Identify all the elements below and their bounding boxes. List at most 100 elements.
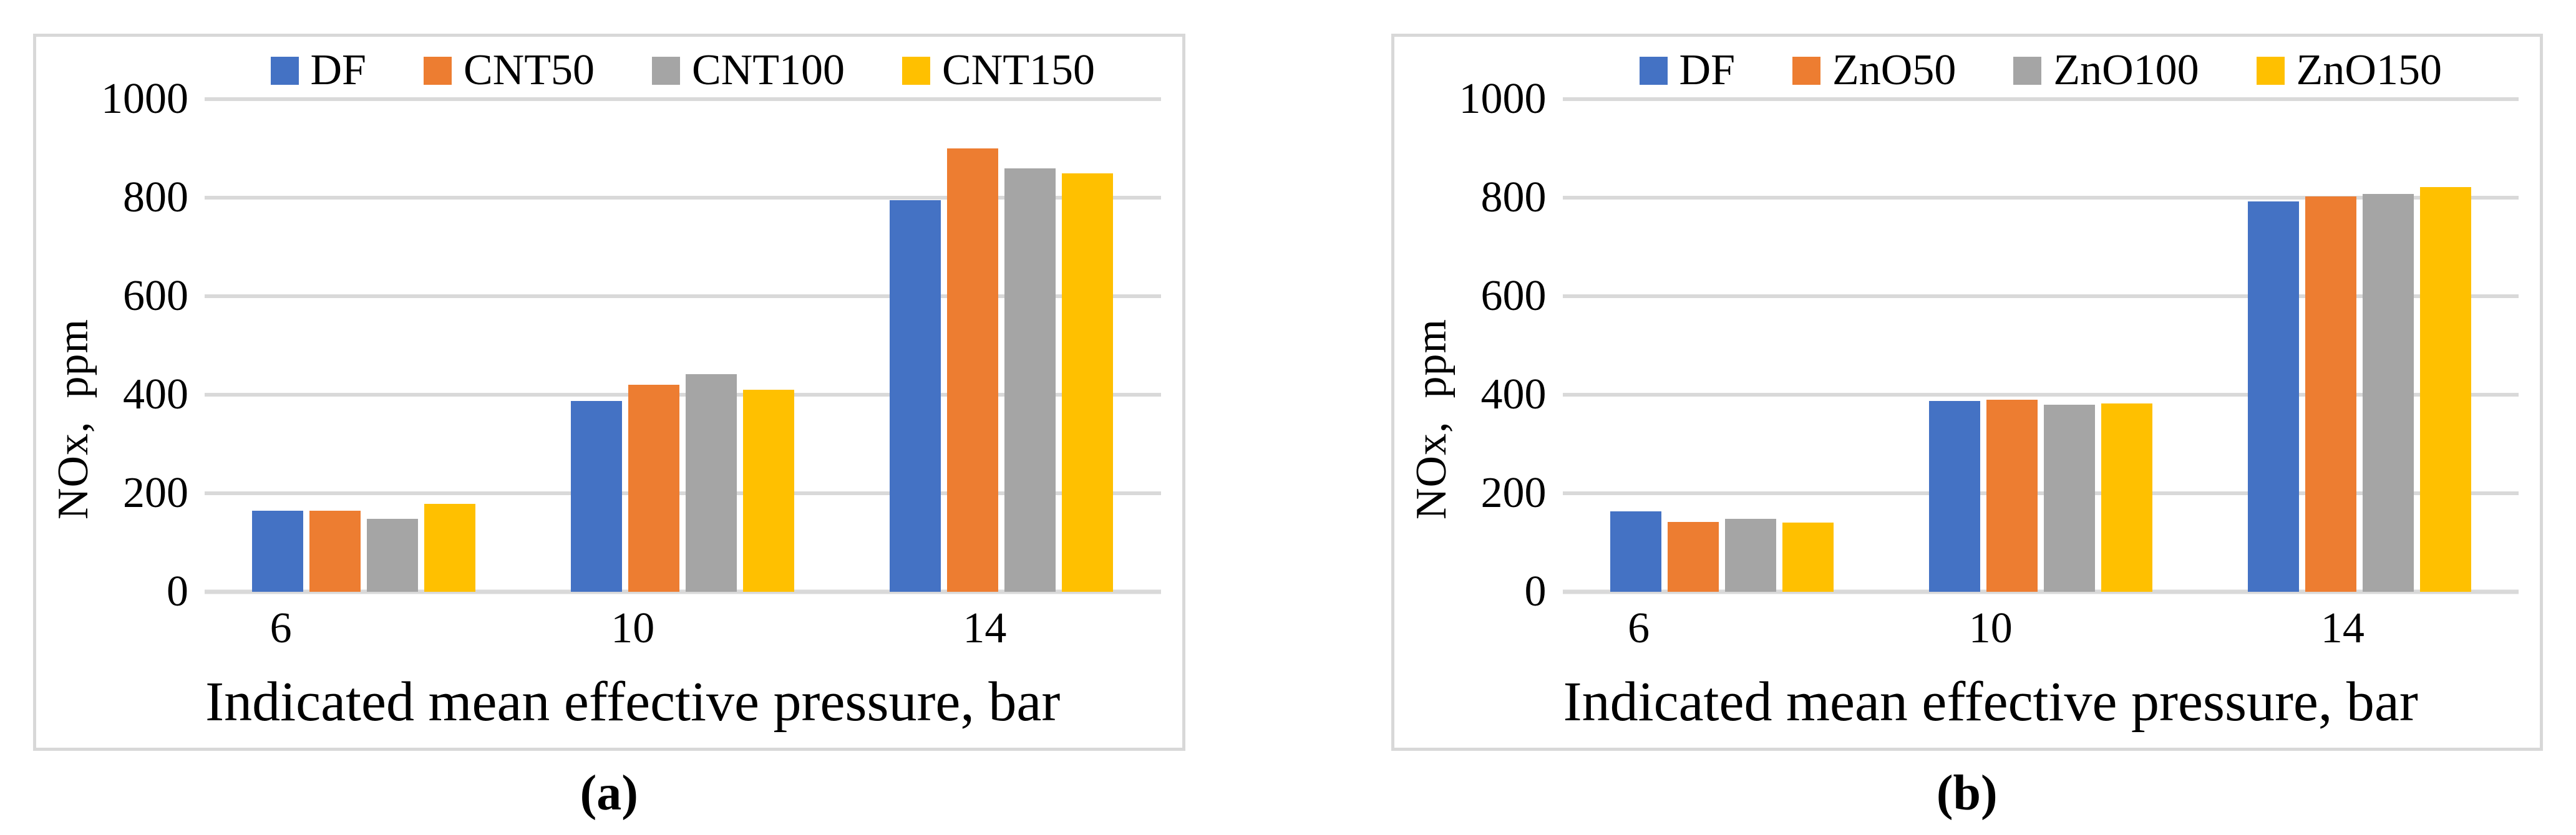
bar-ZnO100-6 — [1724, 519, 1776, 592]
legend-swatch-CNT100 — [651, 56, 680, 85]
y-tick-label-800: 800 — [123, 173, 188, 221]
y-tick-label-0: 0 — [1524, 567, 1547, 615]
legend-item-DF: DF — [1639, 46, 1736, 94]
x-tick-label-14: 14 — [2320, 604, 2365, 652]
y-tick-label-200: 200 — [1480, 469, 1547, 517]
gridline-0 — [1562, 589, 2519, 594]
bar-CNT50-14 — [947, 148, 999, 592]
legend-item-ZnO50: ZnO50 — [1792, 49, 1956, 92]
y-axis-title: NOx, ppm — [1407, 318, 1456, 520]
chart-body: NOx, ppm 0 200 400 600 800 1000 6 10 14 Indicat… — [42, 77, 1161, 739]
x-tick-cell-6: 6 — [105, 592, 457, 665]
legend-swatch-ZnO150 — [2256, 56, 2285, 85]
bar-group-6 — [205, 99, 523, 592]
gridline-1000 — [1562, 97, 2519, 101]
plot-area — [205, 97, 1161, 594]
y-axis-title-col: NOx, ppm — [1401, 99, 1463, 739]
gridline-400 — [1562, 393, 2519, 397]
legend-swatch-DF — [1639, 56, 1668, 85]
caption-a: (a) — [580, 765, 638, 821]
legend-swatch-CNT150 — [902, 56, 930, 85]
bar-CNT100-14 — [1004, 168, 1056, 592]
bar-ZnO100-14 — [2362, 193, 2414, 592]
legend-label-CNT50: CNT50 — [463, 46, 595, 94]
bar-CNT150-6 — [424, 504, 476, 592]
legend-item-CNT150: CNT150 — [902, 49, 1095, 92]
x-axis-title: Indicated mean effective pressure, bar — [205, 671, 1061, 733]
legend: DF ZnO50 ZnO100 ZnO150 — [1563, 42, 2519, 99]
plot-column: 0 200 400 600 800 1000 6 10 14 Indicated mean e… — [101, 77, 1161, 739]
legend-swatch-ZnO50 — [1792, 56, 1821, 85]
x-tick-label-14: 14 — [963, 604, 1007, 652]
legend-item-DF: DF — [270, 46, 366, 94]
y-tick-label-200: 200 — [123, 469, 188, 517]
legend-item-ZnO150: ZnO150 — [2256, 46, 2442, 94]
gridline-400 — [205, 393, 1161, 397]
gridline-800 — [1562, 196, 2519, 200]
y-tick-label-400: 400 — [1480, 370, 1547, 418]
y-tick-label-400: 400 — [123, 370, 188, 418]
bar-ZnO50-10 — [1986, 399, 2038, 592]
bar-group-14 — [842, 99, 1161, 592]
x-tick-cell-6: 6 — [1463, 592, 1815, 665]
bar-ZnO100-10 — [2043, 404, 2095, 592]
gridline-200 — [1562, 491, 2519, 495]
plot-row: 0 200 400 600 800 1000 — [101, 77, 1161, 614]
legend-label-DF: DF — [310, 46, 366, 94]
bar-CNT150-14 — [1062, 173, 1114, 592]
bar-ZnO150-6 — [1782, 523, 1834, 592]
x-tick-label-10: 10 — [1968, 604, 2013, 652]
bar-CNT50-10 — [628, 385, 680, 592]
chart-frame-a: DF CNT50 CNT100 CNT150 NOx, ppm 0 200 400 600 8… — [33, 34, 1185, 751]
y-axis-title: NOx, ppm — [49, 318, 97, 520]
legend-swatch-DF — [270, 56, 299, 85]
y-tick-label-600: 600 — [1480, 272, 1547, 320]
legend-label-ZnO50: ZnO50 — [1832, 46, 1956, 94]
bar-CNT150-10 — [743, 390, 795, 592]
y-tick-label-0: 0 — [167, 567, 188, 615]
legend-item-ZnO100: ZnO100 — [2013, 49, 2199, 92]
bar-ZnO50-6 — [1667, 521, 1719, 592]
bar-CNT100-10 — [686, 374, 737, 592]
chart-frame-b: DF ZnO50 ZnO100 ZnO150 NOx, ppm 0 200 400 600 8… — [1391, 34, 2543, 751]
x-tick-label-6: 6 — [270, 604, 292, 652]
bar-ZnO150-10 — [2101, 403, 2152, 592]
legend-label-DF: DF — [1679, 46, 1736, 94]
plot-row: 0 200 400 600 800 1000 — [1459, 77, 2519, 614]
plot-column: 0 200 400 600 800 1000 6 10 14 Indicated mean e… — [1459, 77, 2519, 739]
gridline-1000 — [205, 97, 1161, 101]
bar-DF-6 — [252, 510, 304, 592]
legend-label-CNT150: CNT150 — [941, 46, 1095, 94]
bar-group-6 — [1563, 99, 1882, 592]
y-tick-label-800: 800 — [1480, 173, 1547, 221]
bar-DF-10 — [1928, 401, 1980, 592]
y-tick-label-1000: 1000 — [1459, 75, 1547, 123]
x-axis-title: Indicated mean effective pressure, bar — [1563, 671, 2418, 733]
chart-panel-a: DF CNT50 CNT100 CNT150 NOx, ppm 0 200 400 600 8… — [33, 34, 1185, 835]
x-tick-cell-14: 14 — [2167, 592, 2519, 665]
x-axis-ticks: 6 10 14 — [105, 592, 1161, 665]
x-tick-cell-14: 14 — [809, 592, 1160, 665]
chart-body: NOx, ppm 0 200 400 600 800 1000 6 10 14 Indicat… — [1401, 77, 2519, 739]
y-tick-label-600: 600 — [123, 272, 188, 320]
x-tick-cell-10: 10 — [1815, 592, 2167, 665]
x-axis-ticks: 6 10 14 — [1463, 592, 2519, 665]
legend-label-ZnO150: ZnO150 — [2296, 46, 2442, 94]
chart-panel-b: DF ZnO50 ZnO100 ZnO150 NOx, ppm 0 200 400 600 8… — [1391, 34, 2543, 835]
x-tick-cell-10: 10 — [457, 592, 809, 665]
y-axis-title-col: NOx, ppm — [42, 99, 105, 739]
bar-groups — [1563, 99, 2519, 592]
gridline-800 — [205, 196, 1161, 200]
bar-DF-6 — [1610, 511, 1661, 592]
legend-item-CNT100: CNT100 — [651, 49, 845, 92]
gridline-200 — [205, 491, 1161, 495]
legend-item-CNT50: CNT50 — [423, 46, 595, 94]
bar-group-10 — [1881, 99, 2200, 592]
y-axis-ticks: 0 200 400 600 800 1000 — [101, 77, 205, 614]
bar-CNT100-6 — [367, 519, 419, 592]
x-tick-label-6: 6 — [1628, 604, 1650, 652]
plot-area — [1562, 97, 2519, 594]
bar-group-14 — [2200, 99, 2519, 592]
